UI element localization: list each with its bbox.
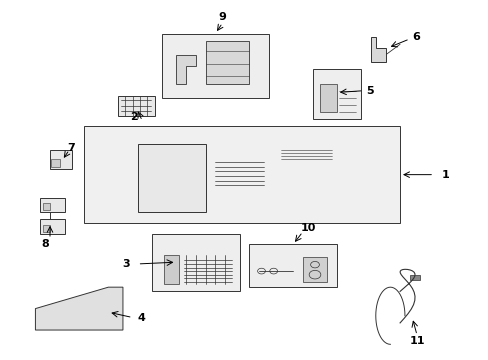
Bar [42, 203, 50, 210]
Polygon shape [176, 55, 196, 84]
Text: 6: 6 [411, 32, 419, 42]
Bar [302, 257, 326, 282]
Text: 9: 9 [218, 13, 226, 22]
Bar [164, 255, 179, 284]
Text: 10: 10 [300, 223, 315, 233]
Bar [319, 84, 336, 112]
Text: 2: 2 [129, 112, 137, 122]
Bar [152, 234, 239, 291]
Bar [99, 175, 120, 194]
Bar [51, 158, 60, 167]
Bar [312, 69, 361, 119]
Bar [118, 96, 154, 116]
Text: 8: 8 [41, 239, 49, 249]
Bar [278, 148, 336, 202]
Bar [162, 33, 268, 98]
Bar [42, 225, 50, 232]
Polygon shape [84, 126, 399, 223]
Text: 3: 3 [122, 259, 130, 269]
Bar [210, 155, 268, 191]
Bar [409, 275, 419, 280]
Polygon shape [137, 144, 205, 212]
Polygon shape [370, 37, 385, 62]
Bar [249, 244, 336, 287]
Bar [40, 198, 64, 212]
Text: 1: 1 [441, 170, 448, 180]
Bar [40, 219, 64, 234]
Text: 7: 7 [67, 143, 75, 153]
Bar [50, 150, 72, 169]
Text: 5: 5 [366, 86, 373, 96]
Text: 4: 4 [137, 312, 145, 323]
Polygon shape [35, 287, 122, 330]
Bar [287, 180, 307, 194]
Bar [205, 41, 249, 84]
Text: 11: 11 [408, 336, 424, 346]
